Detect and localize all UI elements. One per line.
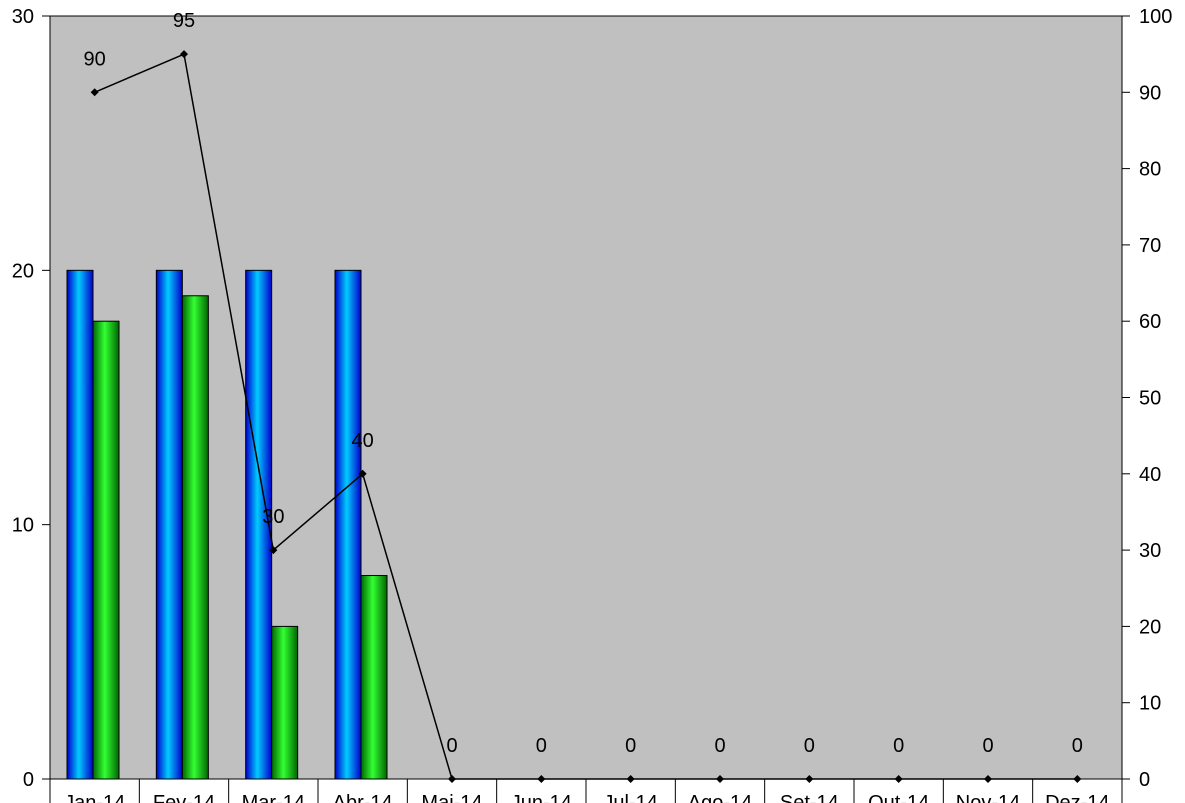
y-left-tick-label: 20 (12, 260, 34, 282)
data-label-Set-14: 0 (804, 735, 815, 757)
line-marker-Jun-14 (537, 775, 546, 783)
bars-layer (66, 269, 388, 780)
x-tick-label: Jan-14 (64, 792, 125, 803)
x-tick-label: Jun-14 (511, 792, 572, 803)
plot-area (49, 15, 1123, 780)
data-label-Abr-14: 40 (352, 430, 374, 452)
bar-s2-Jan-14 (92, 320, 120, 780)
line-layer: 90 95 30 40 0 0 0 0 0 0 0 0 (84, 10, 1083, 783)
data-label-Out-14: 0 (893, 735, 904, 757)
line-marker-Abr-14 (358, 469, 367, 478)
bar-s2-Fev-14 (181, 295, 209, 780)
line-marker-Out-14 (894, 775, 903, 783)
bar-s2-Mar-14 (271, 625, 299, 780)
bar-s1-Abr-14 (334, 269, 362, 780)
x-tick-label: Set-14 (780, 792, 839, 803)
y-right-tick-label: 30 (1139, 540, 1161, 562)
y-right-tick-label: 60 (1139, 311, 1161, 333)
line-marker-Mai-14 (448, 775, 456, 783)
x-tick-label: Nov-14 (956, 792, 1020, 803)
x-tick-label: Abr-14 (333, 792, 393, 803)
data-label-Mai-14: 0 (446, 735, 457, 757)
y-right-tick-label: 50 (1139, 388, 1161, 410)
y-right-tick-label: 100 (1139, 6, 1172, 28)
axis-layer: 0 10 20 30 0 10 20 30 40 50 60 70 80 90 100 Jan-14 Fev-1… (12, 6, 1172, 803)
data-label-Ago-14: 0 (714, 735, 725, 757)
line-marker-Dez-14 (1073, 775, 1082, 783)
x-tick-label: Mar-14 (242, 792, 305, 803)
data-label-Jan-14: 90 (84, 48, 106, 70)
x-tick-label: Fev-14 (153, 792, 215, 803)
data-label-Jun-14: 0 (536, 735, 547, 757)
data-label-Fev-14: 95 (173, 10, 195, 32)
x-tick-label: Mai-14 (421, 792, 482, 803)
line-marker-Nov-14 (984, 775, 992, 783)
data-label-Nov-14: 0 (982, 735, 993, 757)
line-marker-Ago-14 (716, 775, 724, 783)
line-marker-Jan-14 (90, 88, 99, 97)
bar-s1-Mar-14 (245, 269, 273, 780)
y-right-tick-label: 0 (1139, 769, 1150, 791)
y-right-tick-label: 40 (1139, 464, 1161, 486)
x-tick-label: Ago-14 (688, 792, 753, 803)
y-right-tick-label: 20 (1139, 616, 1161, 638)
y-right-tick-label: 70 (1139, 235, 1161, 257)
bar-s1-Jan-14 (66, 269, 94, 780)
y-right-tick-label: 90 (1139, 82, 1161, 104)
line-marker-Mar-14 (269, 546, 278, 555)
data-label-Mar-14: 30 (262, 506, 284, 528)
data-label-Dez-14: 0 (1072, 735, 1083, 757)
bar-s1-Fev-14 (155, 269, 183, 780)
y-left-tick-label: 30 (12, 6, 34, 28)
y-right-tick-label: 10 (1139, 693, 1161, 715)
y-left-tick-label: 10 (12, 515, 34, 537)
line-marker-Fev-14 (180, 50, 188, 59)
data-label-Jul-14: 0 (625, 735, 636, 757)
y-right-tick-label: 80 (1139, 159, 1161, 181)
x-tick-label: Jul-14 (603, 792, 657, 803)
line-marker-Set-14 (805, 775, 814, 783)
y-left-tick-label: 0 (23, 769, 34, 791)
x-tick-label: Dez-14 (1045, 792, 1109, 803)
bar-s2-Abr-14 (360, 575, 388, 780)
x-tick-label: Out-14 (868, 792, 929, 803)
line-marker-Jul-14 (626, 775, 635, 783)
